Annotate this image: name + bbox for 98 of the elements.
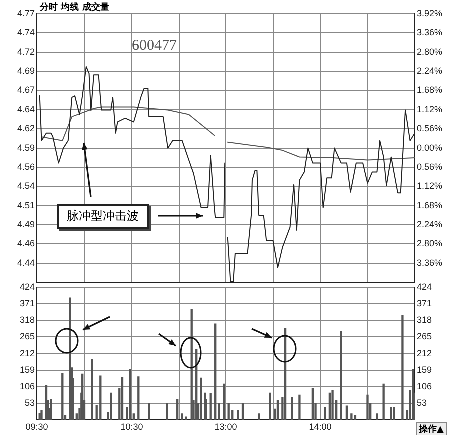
bar [258,414,260,420]
y-tick-label: 4.49 [17,220,35,230]
bar [166,403,168,420]
bar [110,392,112,420]
bar [40,410,43,420]
y-tick-label: 159 [20,364,35,375]
y-tick-label: 318 [20,315,35,326]
y2-tick-label: 2.24% [417,66,443,76]
y-tick-label: 4.59 [17,142,35,153]
y2-tick-label: 2.80% [417,46,443,57]
y-tick-label: 4.54 [17,181,35,192]
y-tick-label: 4.51 [17,200,35,210]
bar [382,384,385,420]
bar [100,376,102,420]
y2-tick-label: 106 [417,381,432,392]
y2-tick-label: 1.12% [417,181,443,192]
bar [138,376,140,420]
y2-tick-label: 2.80% [417,238,443,249]
y2-tick-label: 2.24% [417,220,443,230]
text: 分时 均线 成交量 [40,1,110,14]
y2-tick-label: 0.56% [417,124,443,134]
bar [269,392,272,420]
y-tick-label: 4.72 [17,46,35,57]
y-tick-label: 371 [20,298,35,308]
bar [312,388,314,420]
bar [62,373,64,420]
bar [237,410,240,420]
y-tick-label: 4.62 [17,124,35,134]
bar [50,399,52,420]
bar [340,331,342,420]
bar [210,394,212,420]
y2-tick-label: 212 [417,348,432,358]
bar [276,400,280,420]
x-tick-label: 10:30 [120,422,144,432]
y2-tick-label: 3.36% [417,28,443,38]
y-tick-label: 4.67 [17,85,35,96]
bar [332,390,334,420]
bar [218,403,220,420]
y2-tick-label: 1.68% [417,85,443,96]
bar [228,403,230,420]
bar [132,414,135,420]
bar [366,394,369,420]
bar [45,385,48,420]
bar [214,324,217,420]
y-tick-label: 4.69 [17,66,35,76]
x-tick-label: 14:00 [309,422,332,432]
y2-tick-label: 371 [417,298,432,308]
text: 操作▲ [416,422,447,435]
y-tick-label: 265 [20,332,35,342]
y-tick-label: 4.46 [17,238,35,249]
bar [185,416,188,420]
bar [376,414,378,420]
bar [298,394,301,420]
y2-tick-label: 3.36% [417,258,443,268]
bar [350,414,353,420]
y2-tick-label: 159 [417,364,432,375]
bar [69,298,72,420]
y-tick-label: 212 [20,348,35,358]
x-tick-label: 13:00 [214,422,238,432]
bar [291,397,294,420]
bar [148,403,150,420]
bar [393,407,396,420]
bar [223,384,226,420]
y-tick-label: 4.74 [17,28,35,38]
bar [121,377,124,420]
bar [328,392,332,420]
y2-tick-label: 1.68% [417,200,443,210]
bar [354,415,357,420]
y2-tick-label: 3.92% [417,8,443,18]
y-tick-label: 4.56 [17,162,35,172]
y2-tick-label: 318 [417,315,432,326]
bar [181,414,184,420]
y2-tick-label: 53 [417,398,428,408]
y2-tick-label: 0.56% [417,162,443,172]
bar [91,359,94,420]
annotation: 脉冲型冲击波 [57,204,149,229]
y2-tick-label: 265 [417,332,432,342]
x-tick-label: 09:30 [26,422,48,432]
bar [346,406,348,420]
y2-tick-label: 0.00% [417,142,443,153]
y2-tick-label: 424 [417,282,432,292]
bar [242,403,244,420]
y-tick-label: 53 [24,398,35,408]
bar [129,369,132,420]
y2-tick-label: 1.12% [417,104,443,114]
bar [200,378,202,420]
y-tick-label: 4.44 [17,258,35,268]
bar [412,369,414,420]
y-tick-label: 424 [20,282,35,292]
bar [402,314,404,420]
y-tick-label: 106 [20,381,35,392]
bar [82,374,84,420]
y-tick-label: 4.64 [17,104,35,114]
text: 600477 [132,38,178,54]
y-tick-label: 4.77 [17,8,35,18]
bar [390,407,392,420]
bar [324,407,326,420]
bar [176,400,179,420]
